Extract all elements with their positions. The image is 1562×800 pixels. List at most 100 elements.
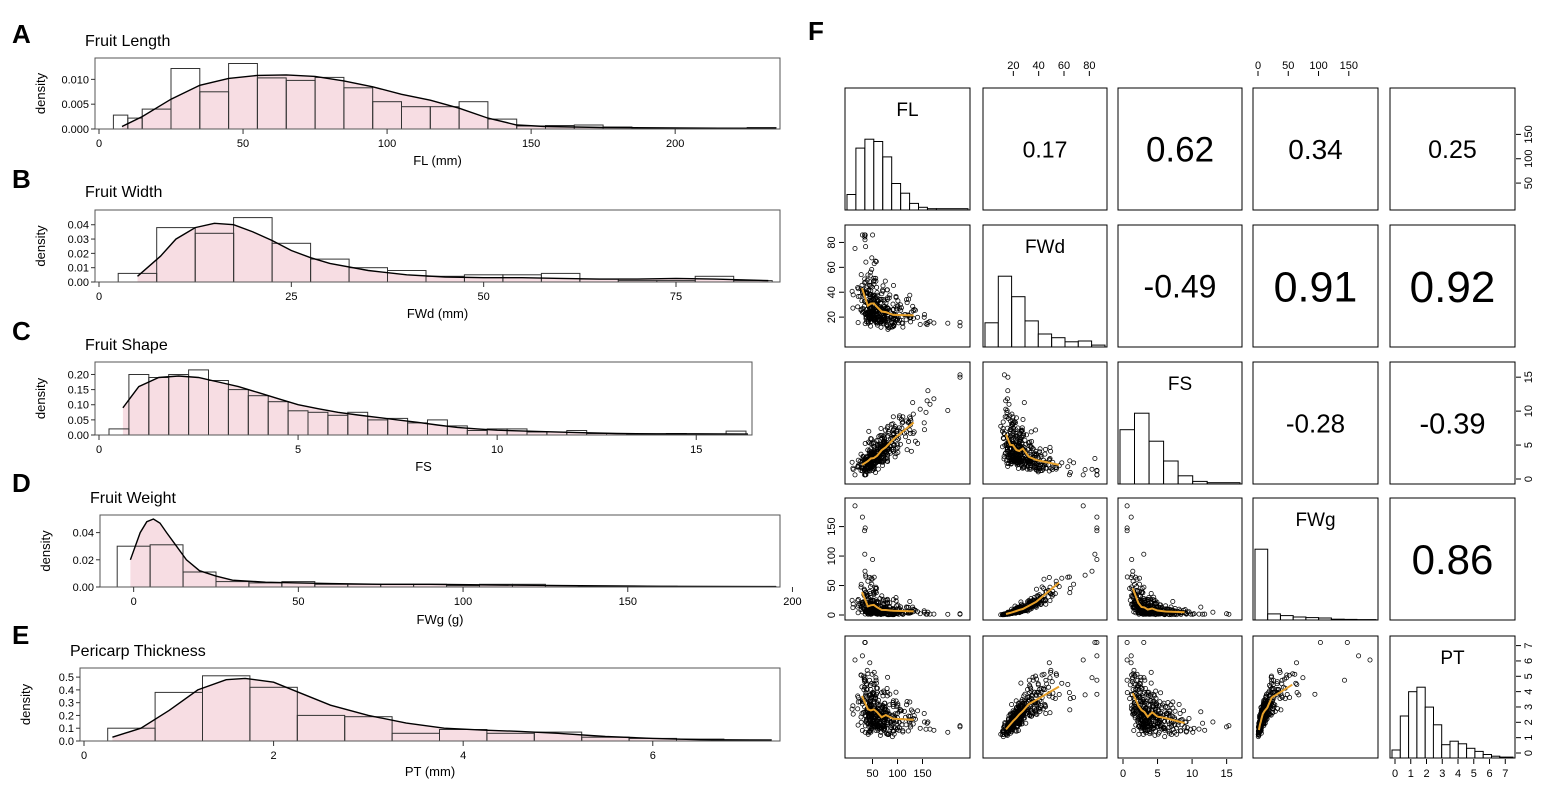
scatter-point (855, 706, 861, 712)
scatter-point (862, 568, 868, 574)
scatter-point (1010, 450, 1016, 456)
scatter-point (855, 294, 861, 299)
scatter-point (1148, 729, 1154, 735)
scatter-points (849, 503, 963, 618)
scatter-point (850, 605, 856, 611)
scatter-point (1044, 681, 1050, 687)
scatter-point (1030, 446, 1036, 452)
scatter-point (869, 671, 875, 677)
y-tick-label: 0.00 (68, 430, 89, 442)
scatter-point (1129, 703, 1135, 709)
scatter-point (1184, 609, 1190, 615)
scatter-point (908, 319, 914, 325)
scatter-point (1047, 444, 1053, 450)
scatter-point (945, 611, 951, 617)
right-tick-label: 10 (1523, 405, 1535, 417)
bottom-tick-label: 5 (1471, 768, 1477, 780)
scatter-point (1089, 568, 1095, 574)
matrix-cell-fwd-pt: 0.92 (1389, 224, 1516, 348)
scatter-point (882, 723, 888, 729)
x-tick-label: 0 (131, 596, 137, 608)
scatter-point (884, 716, 890, 722)
scatter-point (1344, 640, 1350, 645)
scatter-point (881, 297, 887, 303)
scatter-point (871, 690, 877, 696)
x-axis-label: PT (mm) (405, 764, 455, 779)
scatter-point (910, 400, 916, 406)
scatter-point (1277, 696, 1283, 701)
scatter-point (1043, 601, 1049, 607)
scatter-point (1067, 470, 1073, 475)
diagonal-histogram-bar (1011, 296, 1026, 348)
scatter-point (855, 304, 861, 310)
scatter-point (1001, 731, 1007, 737)
y-tick-label: 0.04 (68, 220, 89, 232)
scatter-point (880, 693, 886, 699)
scatter-point (869, 267, 875, 272)
scatter-point (1151, 610, 1157, 616)
diagonal-histogram-bar (1424, 706, 1434, 759)
x-tick-label: 200 (783, 596, 801, 608)
cell-frame (1389, 497, 1516, 621)
y-tick-label: 0.04 (73, 528, 94, 540)
scatter-point (880, 459, 886, 465)
scatter-point (1011, 420, 1017, 426)
scatter-point (1156, 708, 1162, 714)
scatter-point (925, 719, 931, 725)
scatter-point (849, 288, 855, 294)
bottom-tick-label: 15 (1221, 768, 1233, 780)
scatter-point (895, 450, 901, 455)
plot-frame (99, 514, 781, 588)
scatter-point (908, 707, 914, 713)
scatter-point (1137, 581, 1142, 587)
scatter-point (850, 292, 856, 298)
scatter-point (1034, 676, 1039, 682)
scatter-point (1021, 433, 1026, 438)
left-tick-label: 150 (826, 517, 838, 535)
scatter-point (1046, 693, 1052, 699)
y-tick-label: 0.5 (59, 672, 74, 684)
scatter-point (1009, 724, 1015, 730)
scatter-point (1010, 414, 1016, 420)
scatter-point (877, 724, 883, 730)
scatter-point (911, 307, 917, 312)
smoother-line (1005, 434, 1060, 466)
scatter-point (867, 713, 872, 719)
scatter-point (1170, 599, 1176, 604)
scatter-point (907, 599, 913, 604)
smoother-line (861, 695, 914, 721)
cell-frame (1117, 361, 1243, 485)
scatter-point (862, 525, 868, 531)
scatter-point (922, 609, 927, 615)
scatter-point (1367, 657, 1373, 663)
scatter-point (1162, 734, 1168, 740)
diagonal-histogram-bar (1024, 320, 1039, 348)
scatter-point (921, 711, 927, 716)
scatter-point (868, 319, 874, 325)
scatter-point (870, 232, 876, 238)
matrix-cell-fwg-fl (844, 497, 971, 621)
scatter-point (1067, 696, 1073, 702)
scatter-point (859, 282, 865, 288)
scatter-point (1141, 675, 1147, 681)
matrix-cell-fwd-fl (844, 224, 971, 348)
scatter-point (891, 724, 897, 730)
scatter-point (891, 323, 897, 329)
scatter-point (873, 438, 879, 444)
top-tick-label: 40 (1033, 60, 1045, 72)
scatter-point (1276, 687, 1282, 693)
scatter-point (1056, 692, 1062, 697)
diagonal-histogram-bar (1267, 613, 1281, 621)
scatter-point (1094, 691, 1100, 697)
top-tick-label: 100 (1309, 60, 1327, 72)
scatter-point (1284, 675, 1289, 681)
scatter-point (1129, 602, 1135, 607)
scatter-point (1050, 592, 1056, 598)
scatter-point (1132, 605, 1137, 611)
diagonal-histogram-bar (1457, 743, 1468, 759)
scatter-point (1046, 468, 1052, 474)
density-fill (137, 223, 769, 282)
matrix-cell-fwd-fs: -0.49 (1117, 224, 1243, 348)
scatter-point (859, 465, 865, 471)
scatter-point (871, 724, 876, 730)
